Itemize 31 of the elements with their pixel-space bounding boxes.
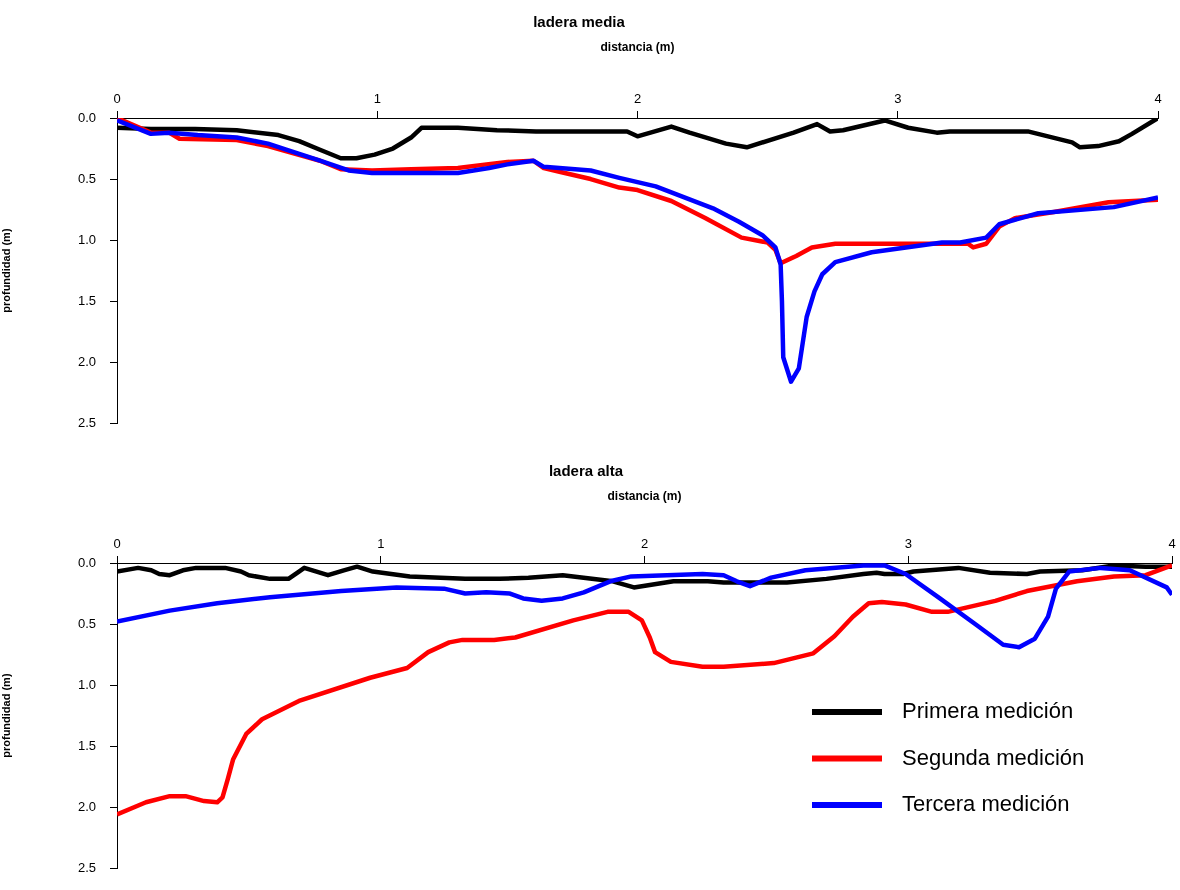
x-tick-label: 0 [113, 535, 121, 551]
y-tick-label: 1.5 [77, 737, 96, 753]
y-tick-label: 0.5 [77, 615, 96, 631]
x-tick-label: 1 [373, 90, 381, 106]
legend-label: Tercera medición [902, 791, 1070, 817]
legend-label: Primera medición [902, 698, 1074, 724]
x-tick-label: 0 [113, 90, 121, 106]
x-tick-label: 2 [633, 90, 642, 106]
y-tick-label: 1.5 [77, 292, 96, 308]
y-tick-label: 2.0 [77, 798, 96, 814]
y-tick-label: 0.0 [77, 109, 96, 125]
y-tick-label: 0.5 [77, 170, 96, 186]
y-tick-label: 1.0 [77, 676, 96, 692]
chart-title: ladera media [533, 13, 626, 31]
x-tick-label: 1 [377, 535, 385, 551]
x-axis-title: distancia (m) [607, 488, 682, 503]
x-tick-label: 3 [904, 535, 912, 551]
y-tick-label: 2.5 [77, 859, 96, 875]
y-tick-label: 2.0 [77, 353, 96, 369]
y-axis-title: profundidad (m) [0, 228, 12, 313]
y-tick-label: 0.0 [77, 554, 96, 570]
legend-label: Segunda medición [902, 744, 1085, 770]
x-tick-label: 4 [1168, 535, 1176, 551]
x-tick-label: 4 [1154, 90, 1162, 106]
x-tick-label: 2 [640, 535, 649, 551]
y-tick-label: 1.0 [77, 231, 96, 247]
x-axis-title: distancia (m) [600, 39, 675, 54]
y-tick-label: 2.5 [77, 414, 96, 430]
x-tick-label: 3 [894, 90, 902, 106]
chart-title: ladera alta [548, 462, 624, 480]
y-axis-title: profundidad (m) [0, 673, 12, 758]
